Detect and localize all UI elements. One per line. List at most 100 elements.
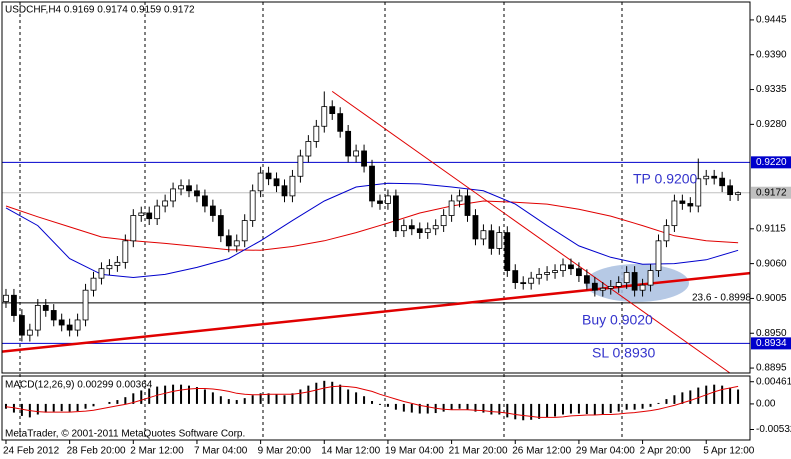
price-label-box	[751, 337, 791, 350]
candle-body	[472, 215, 479, 240]
y-tick-label: 0.9005	[756, 293, 787, 304]
y-tick-label: 0.9060	[756, 258, 787, 269]
candle-body	[353, 150, 360, 157]
main-panel-frame	[1, 1, 751, 374]
macd-histogram-bar	[259, 393, 262, 404]
macd-histogram-bar	[394, 403, 397, 410]
macd-histogram-bar	[211, 392, 214, 404]
macd-histogram-bar	[474, 403, 477, 412]
candle-body	[512, 270, 519, 284]
candle-body	[265, 172, 272, 180]
annotation: SL 0.8930	[592, 345, 656, 361]
macd-histogram-bar	[148, 388, 151, 404]
macd-histogram-bar	[36, 403, 39, 415]
candle-body	[146, 212, 153, 220]
macd-histogram-bar	[681, 392, 684, 404]
macd-histogram-bar	[299, 389, 302, 404]
macd-histogram-bar	[347, 389, 350, 404]
macd-histogram-bar	[60, 403, 63, 412]
macd-histogram-bar	[339, 384, 342, 404]
candle-body	[408, 225, 415, 230]
macd-histogram-bar	[164, 385, 167, 404]
macd-histogram-bar	[482, 403, 485, 413]
annotation: Buy 0.9020	[582, 312, 653, 328]
candle-body	[615, 282, 622, 287]
macd-histogram-bar	[538, 403, 541, 419]
macd-histogram-bar	[363, 396, 366, 404]
y-tick-label: 0.9115	[756, 223, 786, 234]
price-label-box	[751, 156, 791, 169]
macd-histogram-bar	[52, 403, 55, 412]
macd-histogram-bar	[378, 403, 381, 405]
macd-histogram-bar	[530, 403, 533, 420]
candle-body	[106, 265, 113, 270]
moving-average	[5, 200, 739, 251]
macd-histogram-bar	[195, 387, 198, 404]
y-tick-label: 0.9445	[756, 15, 787, 26]
y-tick-label: 0.00	[756, 399, 776, 410]
candle-body	[257, 172, 264, 192]
macd-histogram-bar	[562, 403, 564, 415]
macd-histogram-bar	[713, 384, 716, 404]
y-tick-label: 0.00461	[756, 376, 791, 387]
macd-histogram-bar	[386, 403, 389, 407]
y-tick-label: 0.8895	[756, 363, 787, 374]
macd-histogram-bar	[4, 403, 7, 409]
macd-histogram-bar	[140, 390, 143, 404]
candle-body	[217, 215, 224, 237]
candle-body	[74, 319, 81, 331]
candle-body	[241, 220, 248, 242]
candle-body	[130, 215, 137, 242]
candle-body	[11, 294, 17, 316]
candle-body	[448, 200, 455, 216]
macd-histogram-bar	[466, 403, 469, 410]
candle-body	[194, 190, 200, 197]
candle-body	[329, 106, 336, 114]
x-tick-label: 7 Mar 04:00	[194, 446, 248, 457]
macd-histogram-bar	[283, 395, 286, 404]
price-label-box	[751, 186, 791, 199]
macd-histogram-bar	[323, 380, 326, 404]
candle-body	[273, 178, 280, 187]
macd-histogram-bar	[243, 398, 246, 404]
candle-body	[170, 188, 176, 202]
candle-body	[313, 125, 320, 142]
macd-histogram-bar	[625, 403, 628, 410]
candle-body	[687, 203, 694, 207]
candle-body	[663, 225, 670, 242]
macd-histogram-bar	[577, 403, 580, 414]
candle-body	[249, 190, 256, 221]
price-label: 0.9220	[756, 157, 787, 168]
y-tick-label: 0.8950	[756, 328, 787, 339]
x-tick-label: 21 Mar 20:00	[449, 446, 508, 457]
candle-body	[536, 273, 543, 279]
macd-histogram-bar	[609, 403, 612, 414]
macd-histogram-bar	[219, 396, 222, 404]
candle-body	[671, 200, 678, 227]
macd-histogram-bar	[585, 403, 588, 415]
macd-histogram-bar	[601, 403, 604, 415]
line-layer	[1, 90, 751, 374]
x-tick-label: 5 Apr 12:00	[703, 446, 755, 457]
macd-histogram-bar	[92, 403, 95, 407]
macd-histogram-bar	[355, 392, 358, 404]
candle-body	[703, 175, 710, 180]
candle-body	[552, 270, 558, 273]
trendline	[331, 90, 731, 374]
candle-body	[528, 277, 535, 284]
macd-histogram-bar	[498, 403, 501, 415]
candle-body	[154, 205, 161, 220]
candle-body	[18, 315, 25, 336]
macd-histogram-bar	[450, 403, 453, 410]
chart-title: USDCHF,H4 0.9169 0.9174 0.9159 0.9172	[5, 5, 195, 16]
macd-histogram-bar	[108, 401, 111, 404]
macd-histogram-bar	[649, 403, 652, 407]
candle-body	[178, 185, 184, 190]
candle-body	[225, 235, 232, 247]
candle-body	[416, 228, 423, 234]
macd-histogram-bar	[235, 400, 238, 404]
macd-histogram-bar	[371, 401, 374, 404]
macd-histogram-bar	[116, 400, 119, 404]
macd-histogram-bar	[458, 403, 461, 409]
